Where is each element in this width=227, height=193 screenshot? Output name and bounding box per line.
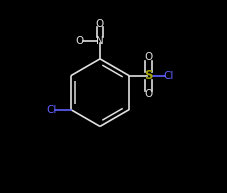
Text: Cl: Cl (164, 71, 174, 81)
Text: O: O (144, 89, 153, 99)
Text: Cl: Cl (46, 105, 57, 114)
Text: O: O (96, 19, 104, 29)
Text: S: S (144, 69, 153, 82)
Text: O: O (144, 52, 153, 62)
Text: O: O (76, 36, 84, 46)
Text: N: N (96, 36, 104, 46)
